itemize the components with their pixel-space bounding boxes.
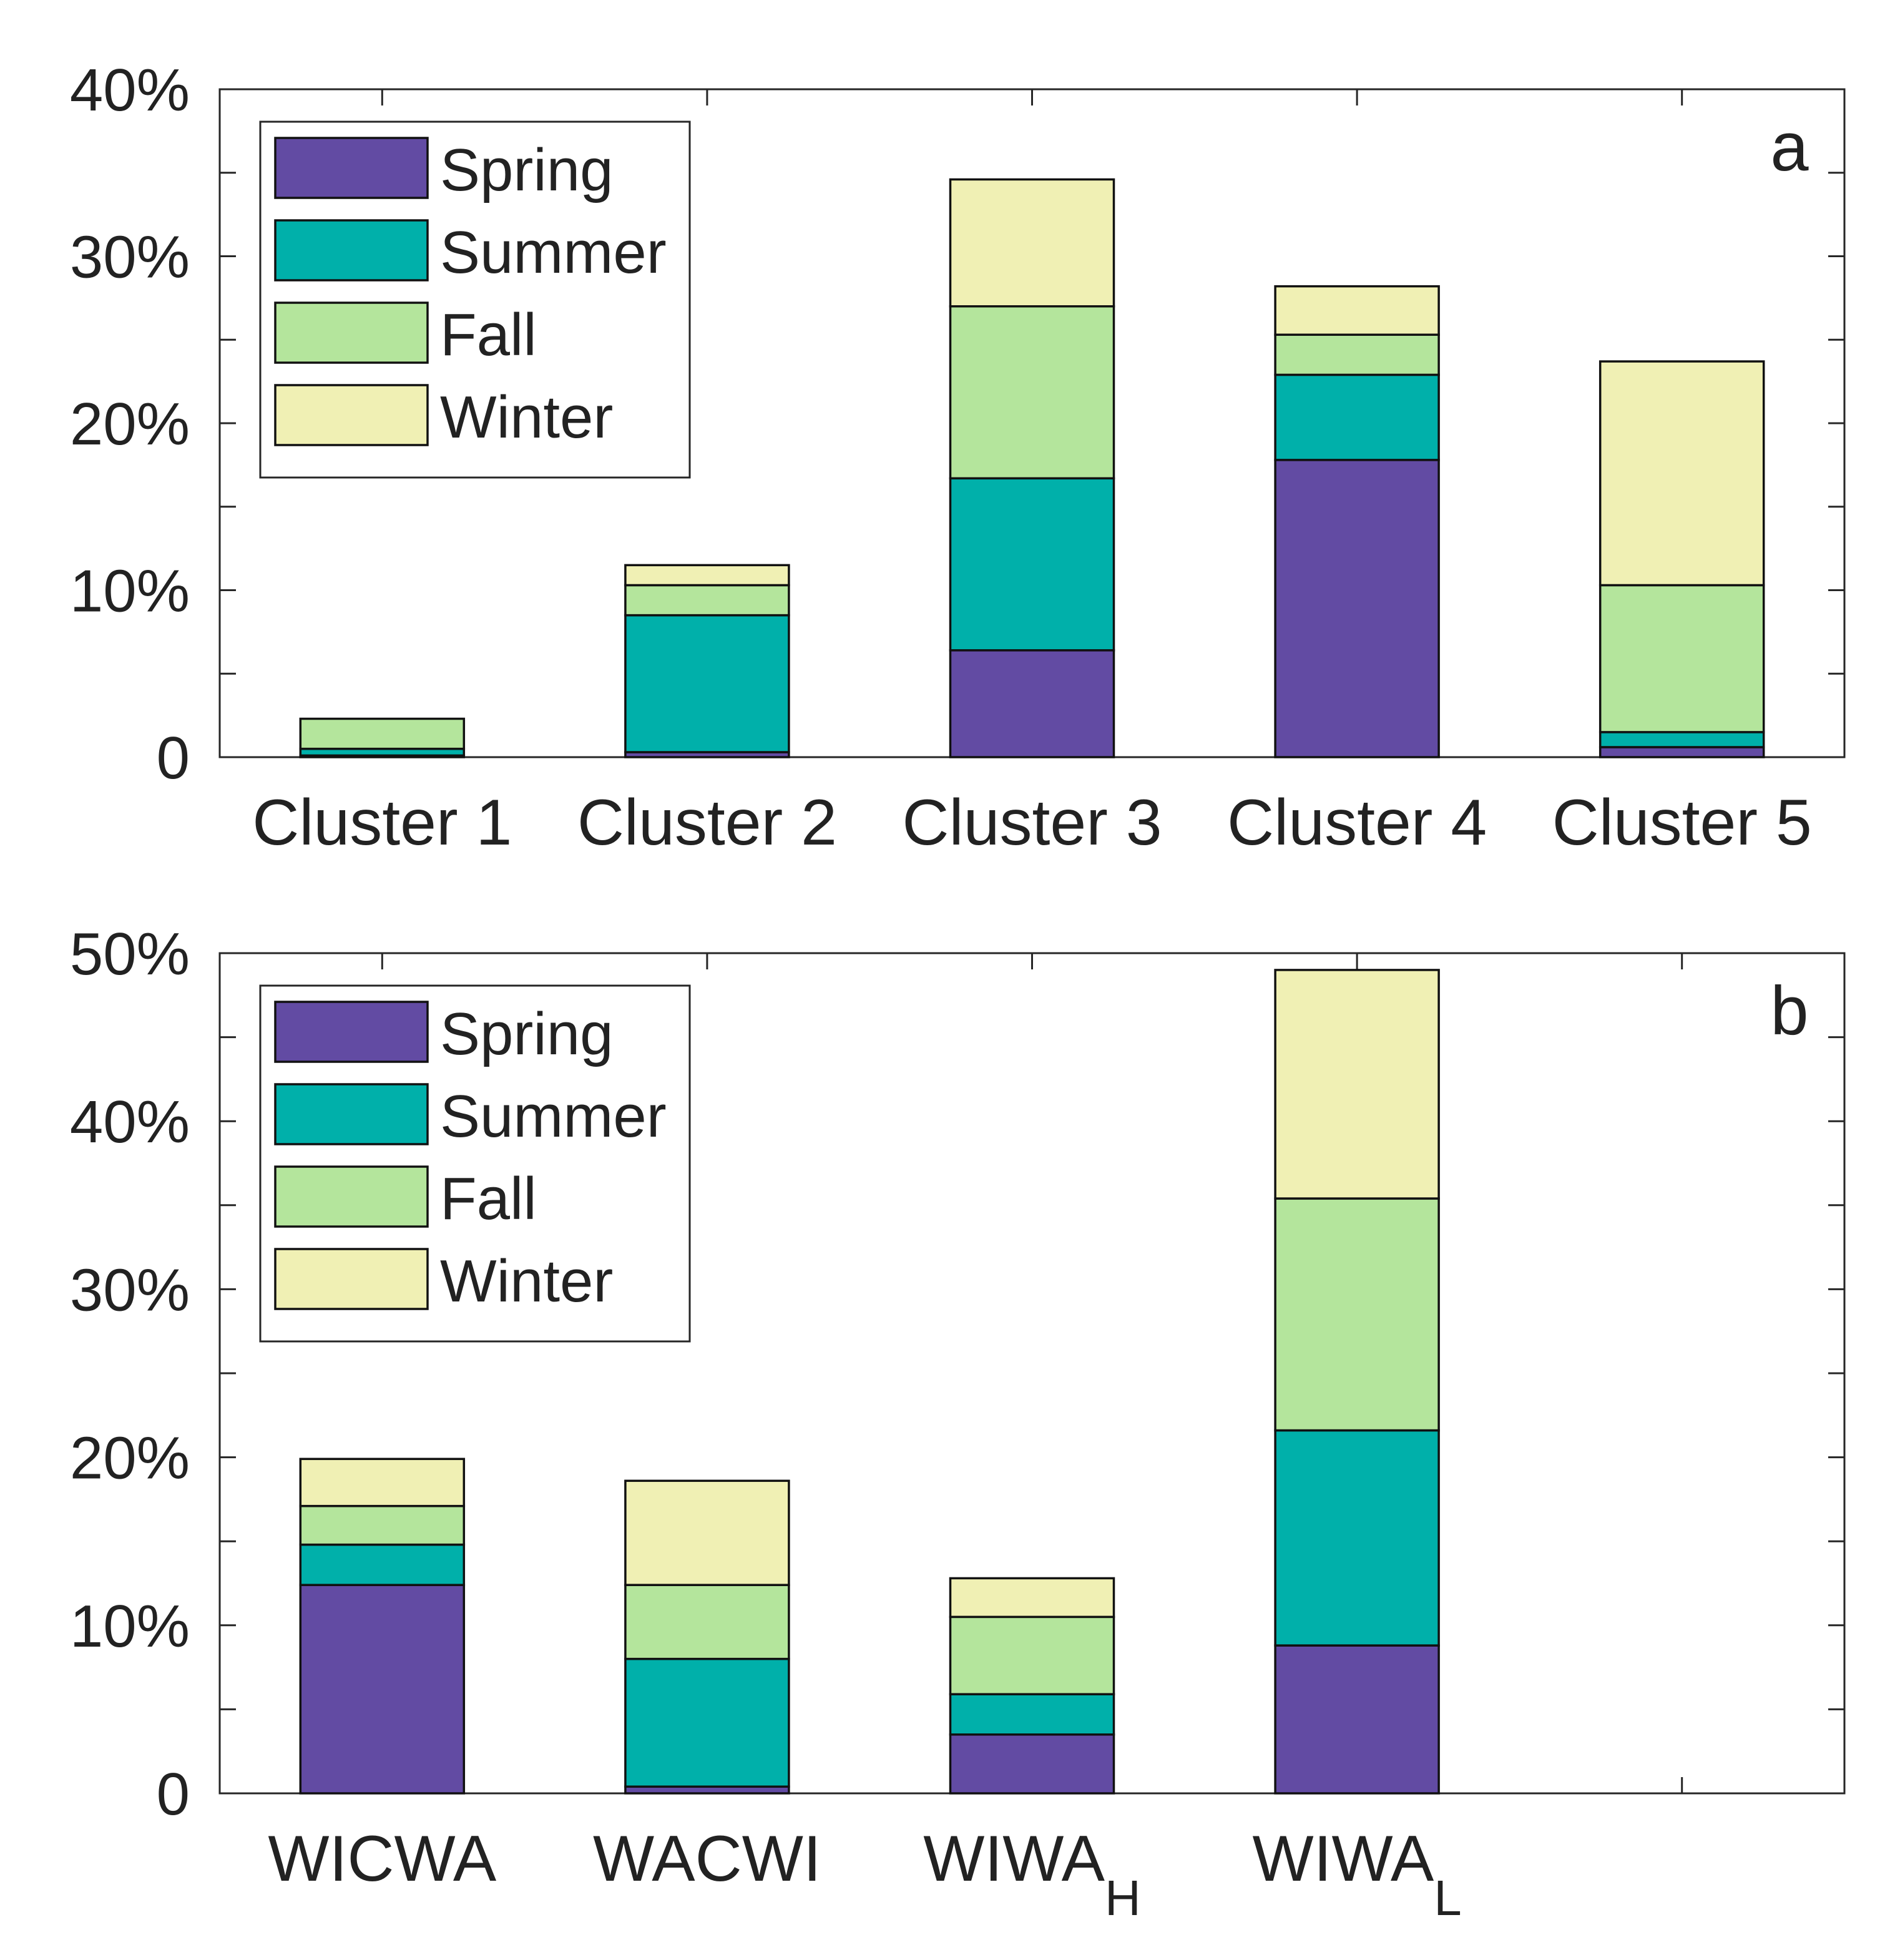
panel-label: a xyxy=(1770,109,1809,185)
y-tick-label: 50% xyxy=(70,921,190,987)
legend-label-winter: Winter xyxy=(440,384,613,451)
bar-segment-winter xyxy=(949,178,1115,308)
x-tick-label-subscript: H xyxy=(1105,1870,1141,1926)
x-tick-label-main: WACWI xyxy=(593,1823,821,1895)
y-tick-label: 10% xyxy=(70,558,190,625)
panel-label: b xyxy=(1770,973,1808,1049)
bar-segment-fall xyxy=(949,1615,1115,1695)
legend-swatch-winter xyxy=(274,384,429,446)
x-tick-label: WIWAH xyxy=(923,1823,1141,1926)
x-tick-label-main: Cluster 3 xyxy=(902,786,1162,859)
legend-swatch-spring xyxy=(274,1001,429,1063)
x-tick-label-main: Cluster 4 xyxy=(1227,786,1487,859)
chart-panel-b: 010%20%30%40%50%WICWA WACWI WIWAHWIWALbSpr… xyxy=(70,921,1846,1926)
x-tick-label: Cluster 3 xyxy=(902,786,1162,859)
bar-segment-winter xyxy=(624,1479,790,1586)
legend-swatch-spring xyxy=(274,137,429,199)
y-tick-label: 20% xyxy=(70,391,190,458)
x-tick-label: Cluster 5 xyxy=(1552,786,1812,859)
bar-segment-winter xyxy=(1274,285,1440,336)
x-tick-label-main: WIWA xyxy=(923,1823,1105,1895)
chart-panel-a: 0 10% 20% 30% 40% Cluster 1 Cluster 2 Cluster 3… xyxy=(70,57,1846,859)
x-tick-label: Cluster 2 xyxy=(577,786,837,859)
bar-segment-fall xyxy=(1599,584,1765,733)
x-tick-label-main: WICWA xyxy=(268,1823,496,1895)
legend-swatch-summer xyxy=(274,219,429,282)
x-tick-label-subscript: L xyxy=(1434,1870,1462,1926)
bar-segment-spring xyxy=(949,1733,1115,1795)
legend-swatch-winter xyxy=(274,1248,429,1310)
bar-segment-winter xyxy=(1599,360,1765,587)
bar-segment-spring xyxy=(1274,1644,1440,1795)
bar-segment-winter xyxy=(949,1577,1115,1619)
x-tick-label: WACWI xyxy=(593,1823,821,1895)
y-tick-label: 30% xyxy=(70,1257,190,1323)
x-tick-label-main: Cluster 5 xyxy=(1552,786,1812,859)
bar-segment-fall xyxy=(299,1504,466,1546)
bar-segment-winter xyxy=(299,1458,466,1507)
bar-segment-fall xyxy=(949,305,1115,480)
x-tick-label: WIWAL xyxy=(1252,1823,1461,1926)
bar-segment-summer xyxy=(949,477,1115,652)
bar-segment-summer xyxy=(299,1543,466,1586)
legend-swatch-fall xyxy=(274,301,429,364)
legend-label-spring: Spring xyxy=(440,1001,614,1067)
x-tick-label: WICWA xyxy=(268,1823,496,1895)
bar-segment-summer xyxy=(624,614,790,753)
bar-segment-fall xyxy=(624,1584,790,1660)
bar-segment-summer xyxy=(1599,731,1765,748)
y-tick-label: 30% xyxy=(70,224,190,291)
legend-label-summer: Summer xyxy=(440,219,667,286)
bar-segment-summer xyxy=(949,1693,1115,1736)
y-tick-label: 40% xyxy=(70,57,190,124)
y-tick-label: 0 xyxy=(157,1761,190,1828)
legend: Spring Summer Fall Winter xyxy=(259,984,691,1343)
bar-segment-summer xyxy=(624,1657,790,1788)
legend-swatch-fall xyxy=(274,1165,429,1228)
bar-segment-spring xyxy=(299,1584,466,1795)
legend-label-fall: Fall xyxy=(440,1165,537,1232)
bar-segment-fall xyxy=(1274,1197,1440,1432)
bar-segment-fall xyxy=(624,584,790,617)
legend-label-spring: Spring xyxy=(440,137,614,203)
y-tick-label: 20% xyxy=(70,1425,190,1492)
x-tick-label-main: Cluster 1 xyxy=(252,786,512,859)
x-tick-label: Cluster 4 xyxy=(1227,786,1487,859)
bar-segment-fall xyxy=(1274,333,1440,376)
legend-swatch-summer xyxy=(274,1083,429,1145)
legend-label-winter: Winter xyxy=(440,1248,613,1315)
legend-label-summer: Summer xyxy=(440,1083,667,1150)
y-tick-label: 0 xyxy=(157,725,190,791)
legend: Spring Summer Fall Winter xyxy=(259,120,691,479)
bar-segment-winter xyxy=(1274,969,1440,1200)
x-tick-label-main: WIWA xyxy=(1252,1823,1434,1895)
legend-label-fall: Fall xyxy=(440,301,537,368)
bar-segment-spring xyxy=(1274,459,1440,758)
bar-segment-summer xyxy=(1274,1429,1440,1647)
bar-segment-spring xyxy=(949,649,1115,758)
bar-segment-winter xyxy=(624,564,790,587)
bar-segment-fall xyxy=(299,717,466,750)
bar-segment-summer xyxy=(1274,373,1440,461)
x-tick-label: Cluster 1 xyxy=(252,786,512,859)
bar-segment-spring xyxy=(1599,746,1765,758)
y-tick-label: 40% xyxy=(70,1089,190,1155)
y-tick-label: 10% xyxy=(70,1593,190,1660)
x-tick-label-main: Cluster 2 xyxy=(577,786,837,859)
